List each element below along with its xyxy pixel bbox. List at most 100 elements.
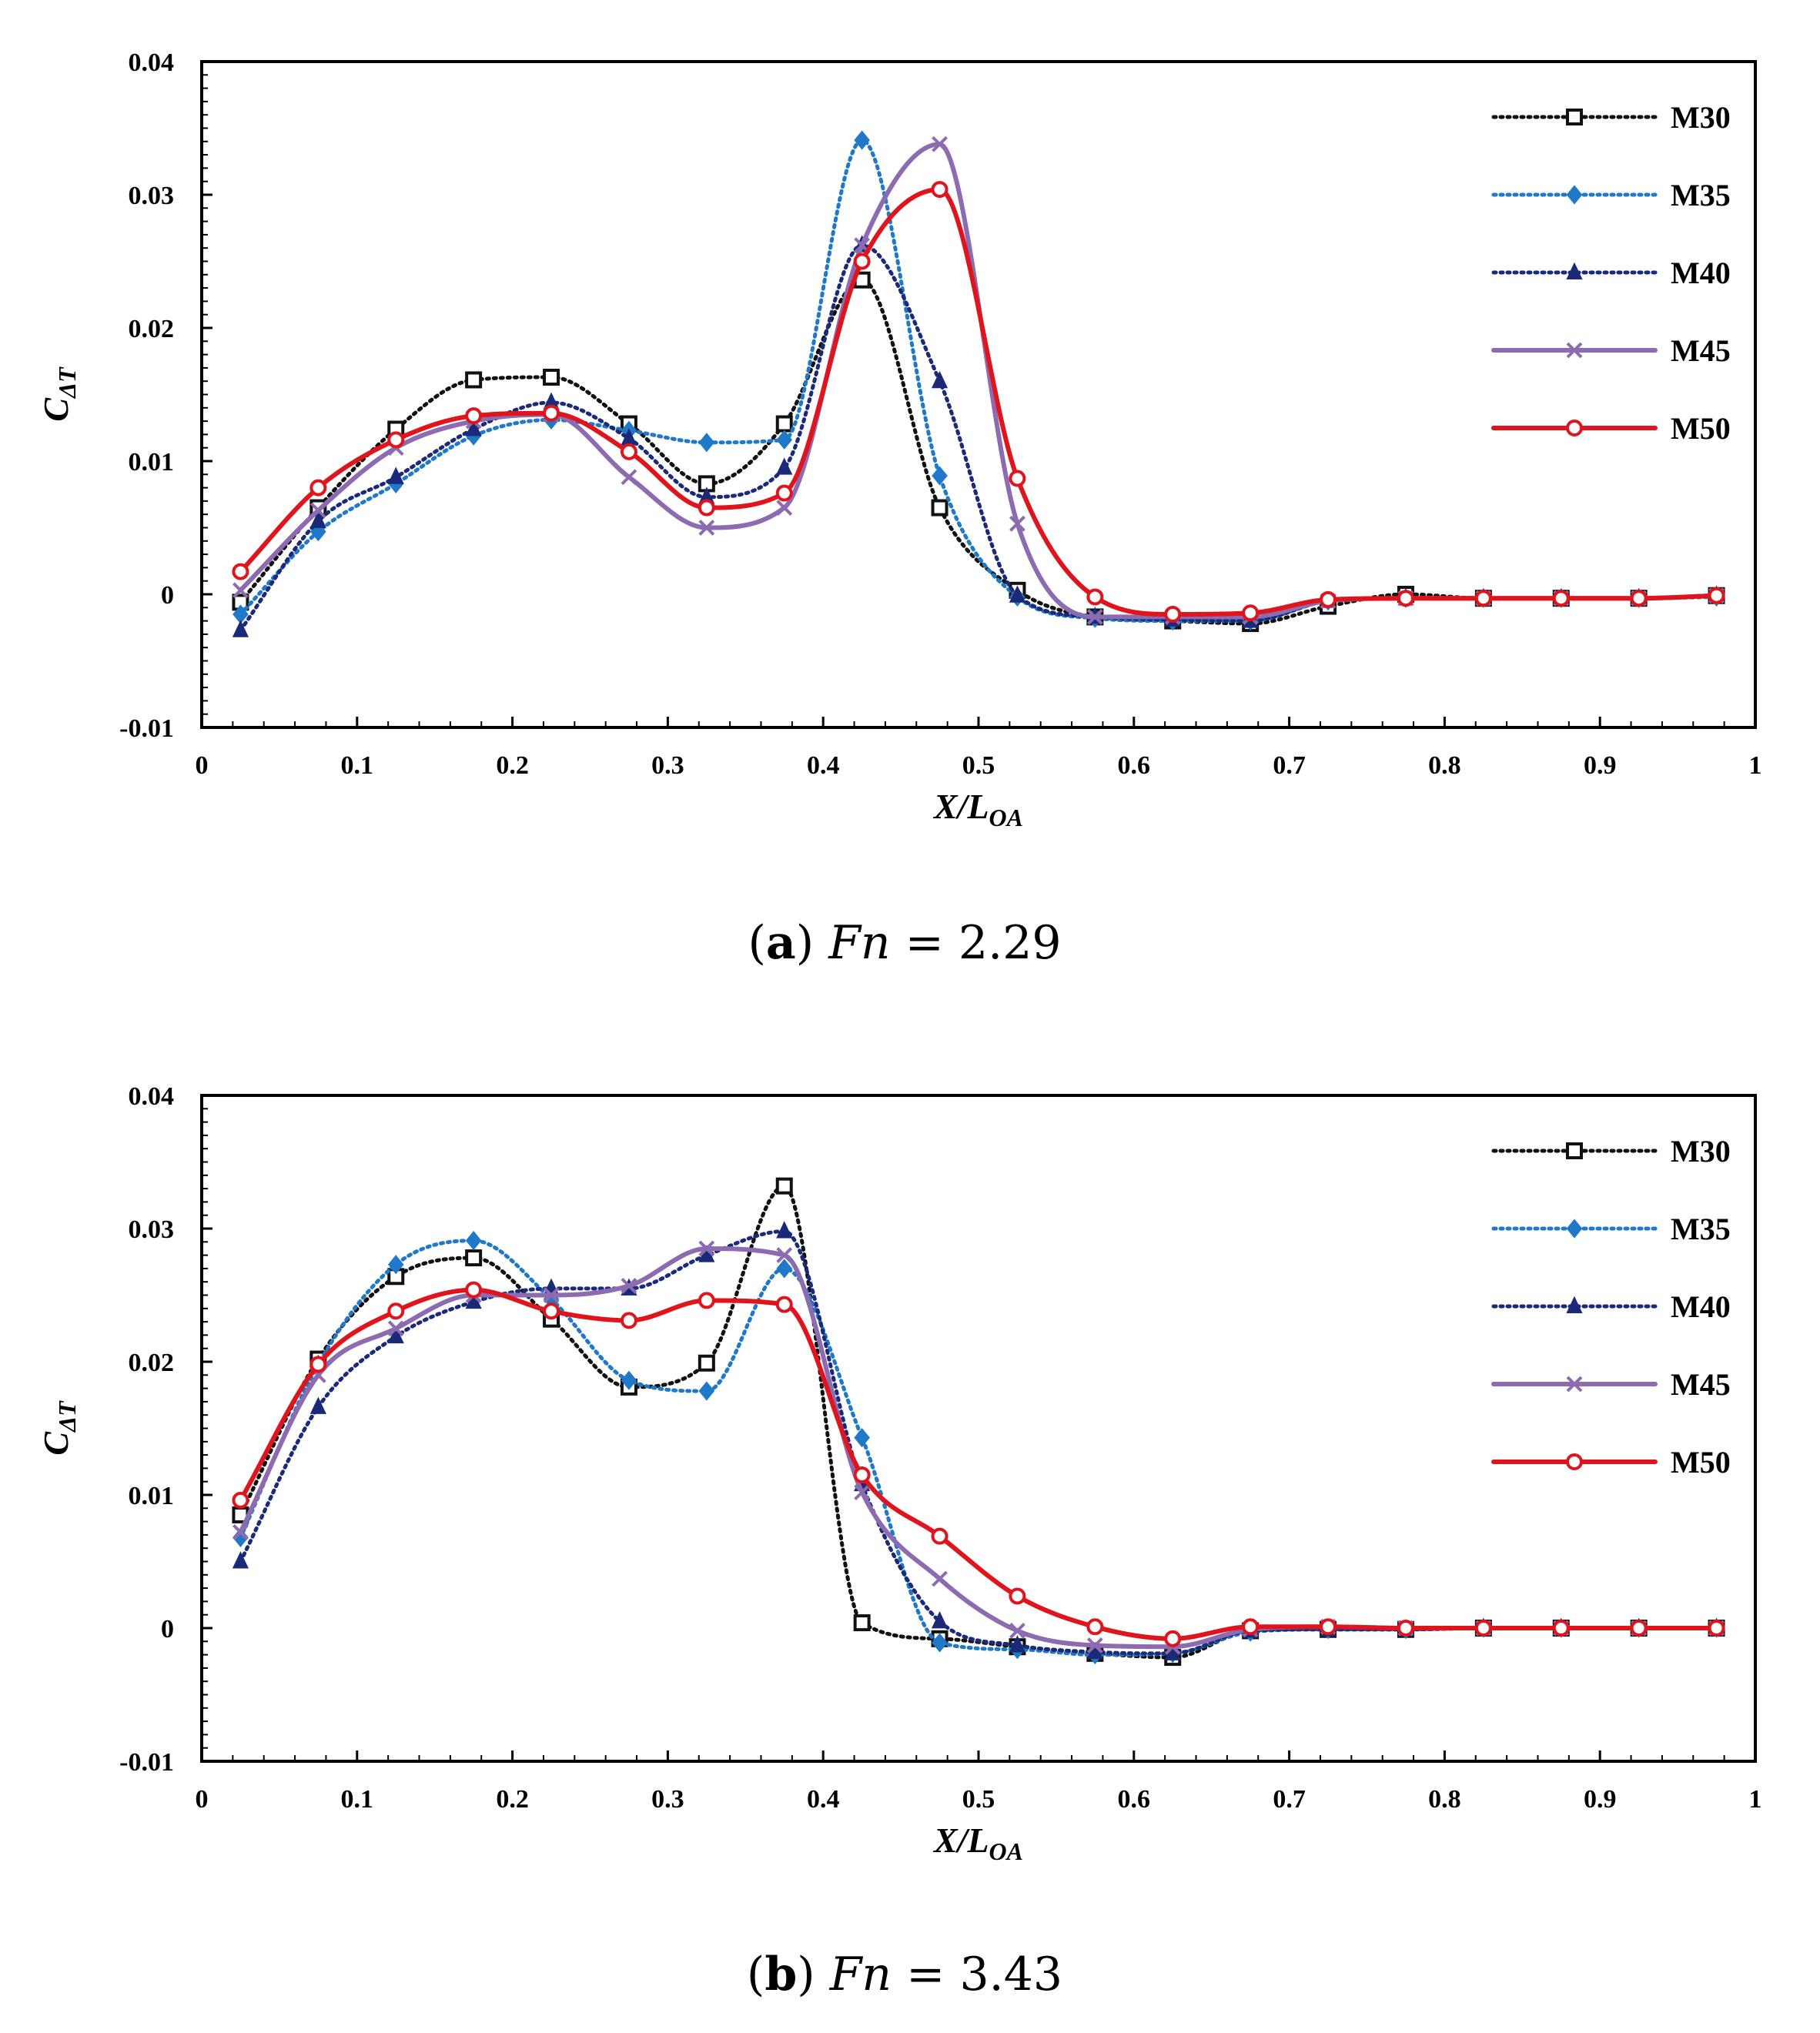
panel-b-xtick-label: 0.7 [1273,1785,1306,1814]
panel-a-point-m45 [233,582,249,599]
panel-b-point-m50 [931,1527,948,1545]
panel-a-xtick-label: 0.3 [651,751,684,780]
panel-a-legend-marker-m45 [1566,342,1583,359]
legend-label-m35: M35 [1671,178,1731,212]
panel-a-point-m30 [543,369,560,386]
panel-a-point-m40 [387,466,404,484]
panel-b-point-m35 [621,1370,637,1390]
panel-b-point-m45 [543,1287,560,1303]
panel-b-point-m40 [309,1396,326,1414]
panel-a-xtick-label: 0.2 [496,751,529,780]
panel-b-point-m35 [932,1633,948,1653]
panel-a-point-m50 [1320,590,1337,608]
panel-a-ytick-label: 0.04 [129,48,175,77]
panel-b-point-m45 [233,1524,249,1540]
panel-b-point-m30 [465,1249,483,1267]
panel-b-xtick-label: 0.6 [1118,1785,1151,1814]
panel-b-y-axis-title: CΔT [36,1400,81,1456]
panel-a-point-m50 [620,443,637,460]
panel-a-xtick-label: 0.1 [341,751,374,780]
panel-b-point-m45 [932,1570,948,1587]
panel-b-xtick-label: 0.2 [496,1785,529,1814]
panel-b-point-m50 [1320,1618,1337,1636]
panel-b-legend-marker-m35 [1566,1219,1583,1239]
panel-b-x-axis-title: X/LOA [932,1821,1023,1865]
panel-b-xtick-label: 0.5 [962,1785,995,1814]
panel-b-point-m50 [1242,1618,1260,1636]
panel-a-point-m35 [932,466,948,486]
panel-a-point-m30 [775,415,793,433]
legend-label-m40: M40 [1671,256,1731,290]
legend-label-m45: M45 [1671,333,1731,368]
panel-a-point-m50 [232,563,249,580]
panel-a-point-m50 [1552,590,1570,607]
panel-a-line-m30 [238,278,1719,626]
panel-b-line-m45 [238,1246,1719,1650]
panel-a-xtick-label: 0.5 [962,751,995,780]
panel-b-point-m50 [775,1296,793,1313]
panel-a-point-m50 [309,479,327,497]
panel-b-legend-marker-m40 [1566,1296,1583,1313]
panel-b-point-m40 [387,1326,404,1344]
panel-a-point-m50 [1009,470,1026,487]
panel-b-ytick-label: 0 [161,1615,174,1643]
panel-a-point-m40 [232,620,249,637]
panel-a-point-m50 [465,407,483,425]
panel-a-point-m35 [698,433,715,453]
panel-b-point-m35 [387,1255,404,1275]
panel-b-line-m50 [238,1287,1719,1641]
panel-a-xtick-label: 0.4 [807,751,840,780]
panel-b-point-m50 [387,1302,405,1320]
panel-a-point-m30 [465,371,483,389]
panel-a-point-m40 [1009,585,1026,603]
panel-b-xtick-label: 0.1 [341,1785,374,1814]
panel-b-point-m45 [776,1247,793,1264]
panel-b-point-m50 [309,1356,327,1373]
panel-a-legend-marker-m30 [1566,109,1583,125]
panel-a-point-m50 [853,252,871,270]
panel-b-point-m50 [1009,1587,1026,1605]
panel-b-ytick-label: 0.03 [129,1215,175,1244]
panel-b-xtick-label: 0.4 [807,1785,840,1814]
panel-b-point-m45 [698,1240,715,1257]
legend-label-m35: M35 [1671,1212,1731,1246]
panel-a-point-m40 [309,510,326,528]
panel-b-point-m35 [776,1259,793,1279]
panel-a-caption: (a) Fn = 2.29 [748,916,1061,970]
panel-b-legend-marker-m45 [1566,1376,1583,1393]
panel-b-legend-marker-m50 [1566,1453,1583,1470]
panel-b-point-m35 [698,1381,715,1401]
panel-a-point-m50 [1397,590,1414,607]
legend-label-m45: M45 [1671,1367,1731,1402]
panel-b-xtick-label: 1 [1749,1785,1762,1814]
legend-label-m30: M30 [1671,100,1731,135]
panel-b-point-m40 [931,1611,948,1629]
panel-b-point-m50 [698,1292,715,1309]
panel-a-series-group [232,130,1725,637]
panel-a-point-m50 [1474,590,1492,607]
panel-b-point-m50 [853,1466,871,1484]
panel-b-ytick-label: 0.04 [129,1082,175,1111]
panel-b-point-m45 [854,1484,871,1500]
panel-b-point-m30 [698,1354,715,1372]
panel-b-point-m50 [620,1312,637,1329]
panel-b-point-m30 [853,1614,871,1632]
panel-a-point-m50 [1242,604,1260,622]
panel-b-point-m50 [1708,1620,1725,1637]
panel-a-xtick-label: 0 [196,751,209,780]
panel-b-point-m50 [465,1281,483,1299]
panel-b-ytick-label: -0.01 [119,1748,174,1777]
panel-a-point-m45 [698,520,715,536]
panel-a-point-m45 [621,469,637,486]
panel-a-legend-marker-m50 [1566,420,1583,436]
panel-b-point-m40 [776,1221,793,1239]
panel-a-point-m45 [776,500,793,516]
panel-b-line-m35 [238,1239,1719,1657]
panel-a-point-m50 [1630,590,1648,607]
panel-a-point-m35 [776,430,793,450]
panel-a-point-m50 [698,499,715,517]
panel-a-point-m40 [465,419,482,436]
panel-a-ytick-label: -0.01 [119,714,174,743]
panel-a-point-m45 [1086,608,1103,625]
panel-a-point-m50 [1708,587,1725,604]
